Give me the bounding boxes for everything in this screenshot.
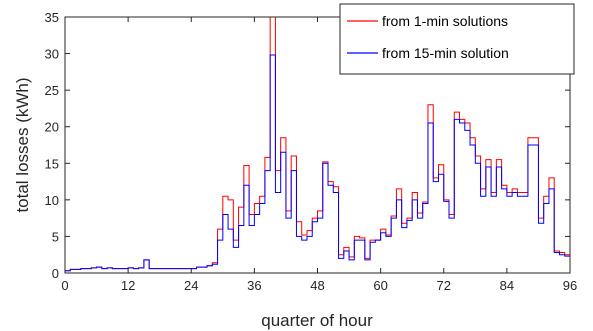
x-tick-label: 0 [61,278,68,293]
series-line-15-min [65,54,570,272]
x-tick-label: 84 [500,278,514,293]
x-tick-label: 48 [310,278,324,293]
x-axis-label: quarter of hour [261,311,373,330]
x-tick-label: 12 [121,278,135,293]
x-tick-label: 96 [563,278,577,293]
x-tick-label: 60 [373,278,387,293]
y-tick-label: 15 [45,156,59,171]
legend-box [339,3,575,75]
y-tick-label: 25 [45,83,59,98]
y-tick-label: 0 [52,266,59,281]
y-tick-label: 30 [45,47,59,62]
series-layer [65,16,570,272]
y-tick-label: 10 [45,193,59,208]
y-tick-label: 20 [45,120,59,135]
legend-label-1-min: from 1-min solutions [382,13,508,29]
y-tick-label: 5 [52,229,59,244]
x-tick-label: 36 [247,278,261,293]
y-axis-label: total losses (kWh) [13,77,32,212]
legend-label-15-min: from 15-min solution [382,45,509,61]
x-tick-label: 72 [437,278,451,293]
ticks-layer: 0 12 24 36 48 60 72 84 96 0 5 10 15 20 25 30 35 [45,10,578,293]
x-tick-label: 24 [184,278,198,293]
y-tick-label: 35 [45,10,59,25]
legend: from 1-min solutions from 15-min solutio… [339,3,575,75]
